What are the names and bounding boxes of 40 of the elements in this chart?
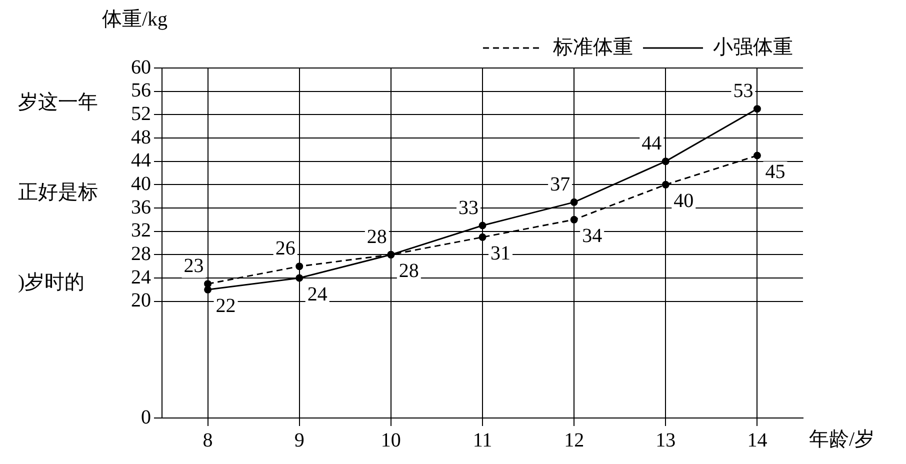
data-label: 28 <box>366 226 387 248</box>
y-tick-label: 36 <box>131 196 151 218</box>
data-label: 24 <box>307 283 328 306</box>
data-label: 45 <box>765 160 786 183</box>
data-label: 33 <box>458 196 478 219</box>
data-label: 53 <box>733 80 754 102</box>
x-tick-label: 13 <box>656 429 676 452</box>
x-axis-title: 年龄/岁 <box>809 428 875 450</box>
data-label: 23 <box>184 255 204 278</box>
y-tick-label: 44 <box>131 150 151 172</box>
data-label: 22 <box>216 294 236 317</box>
y-tick-label: 0 <box>141 406 151 428</box>
data-label: 40 <box>674 190 694 212</box>
data-label: 26 <box>275 238 296 260</box>
data-label: 28 <box>398 260 419 282</box>
x-tick-label: 8 <box>202 429 213 452</box>
y-tick-label: 24 <box>131 266 151 288</box>
data-label: 44 <box>642 132 662 155</box>
y-tick-label: 48 <box>131 126 151 148</box>
y-tick-label: 60 <box>131 56 151 78</box>
text: 正好是标 <box>18 181 98 204</box>
x-tick-label: 12 <box>564 429 584 452</box>
x-tick-label: 10 <box>380 429 401 452</box>
y-axis-title: 体重/kg <box>102 8 168 30</box>
data-label: 31 <box>490 242 510 264</box>
x-tick-label: 11 <box>472 429 492 452</box>
text: )岁时的 <box>18 271 85 294</box>
y-tick-label: 40 <box>131 172 151 195</box>
y-tick-label: 20 <box>131 290 151 312</box>
x-tick-label: 14 <box>747 429 768 452</box>
y-tick-label: 52 <box>131 102 151 125</box>
y-tick-label: 28 <box>131 242 151 265</box>
data-label: 37 <box>550 173 570 196</box>
y-tick-label: 56 <box>131 80 151 102</box>
text: 岁这一年 <box>18 91 98 114</box>
data-label: 34 <box>582 224 602 247</box>
y-tick-label: 32 <box>131 220 151 242</box>
x-tick-label: 9 <box>294 429 304 452</box>
legend-label: 小强体重 <box>713 36 793 58</box>
legend-label: 标准体重 <box>552 36 633 58</box>
